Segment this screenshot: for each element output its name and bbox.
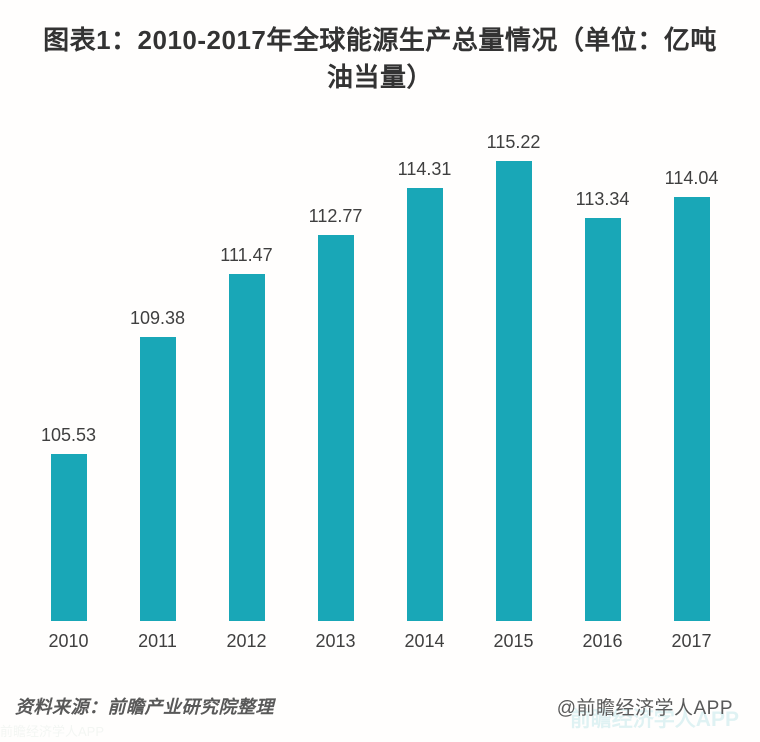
bar [673, 196, 710, 621]
bar-value-label: 115.22 [486, 131, 541, 152]
x-axis-tick-label: 2010 [48, 631, 89, 651]
x-axis-tick-label: 2017 [671, 631, 712, 651]
bar-value-label: 105.53 [40, 424, 97, 445]
bar-column: 113.34 [558, 107, 647, 621]
bar-value-label: 114.31 [397, 159, 452, 180]
bar-column: 111.47 [202, 107, 291, 621]
watermark-text: 前瞻经济学人APP [569, 708, 739, 731]
bar-value-label: 114.04 [664, 167, 719, 188]
bar [584, 217, 621, 621]
plot-area: 105.53 109.38 111.47 112.77 114.31 115.22 113.… [24, 107, 736, 621]
x-axis-tick-label: 2013 [315, 631, 356, 651]
bottom-watermark: 前瞻经济学人APP [0, 724, 105, 739]
bar-value-label: 113.34 [575, 188, 630, 209]
bar-column: 109.38 [113, 107, 202, 621]
bar [228, 274, 265, 621]
bar-column: 114.04 [647, 107, 736, 621]
source-note: 资料来源：前瞻产业研究院整理 [15, 697, 274, 717]
bar-column: 115.22 [469, 107, 558, 621]
x-axis-tick-label: 2011 [138, 631, 177, 651]
bar [50, 453, 87, 621]
bar [317, 234, 354, 621]
bar-column: 105.53 [24, 107, 113, 621]
chart-footer: 资料来源：前瞻产业研究院整理 前瞻经济学人APP @前瞻经济学人APP [15, 693, 739, 731]
credit-text: @前瞻经济学人APP [556, 698, 733, 719]
x-axis-tick-label: 2015 [493, 631, 534, 651]
chart-title: 图表1：2010-2017年全球能源生产总量情况（单位：亿吨油当量） [43, 25, 717, 92]
x-axis-tick-label: 2016 [582, 631, 623, 651]
bar-value-label: 111.47 [220, 245, 273, 266]
bar [495, 160, 532, 621]
bar-column: 112.77 [291, 107, 380, 621]
bar-value-label: 109.38 [129, 308, 186, 329]
x-axis-tick-label: 2012 [226, 631, 267, 651]
bar [406, 188, 443, 621]
credit: 前瞻经济学人APP @前瞻经济学人APP [556, 693, 739, 731]
bar [139, 337, 176, 621]
x-axis-tick-label: 2014 [404, 631, 445, 651]
bar-value-label: 112.77 [308, 205, 363, 226]
x-axis-labels: 2010 2011 2012 2013 2014 2015 2016 2017 [24, 631, 736, 652]
bar-column: 114.31 [380, 107, 469, 621]
